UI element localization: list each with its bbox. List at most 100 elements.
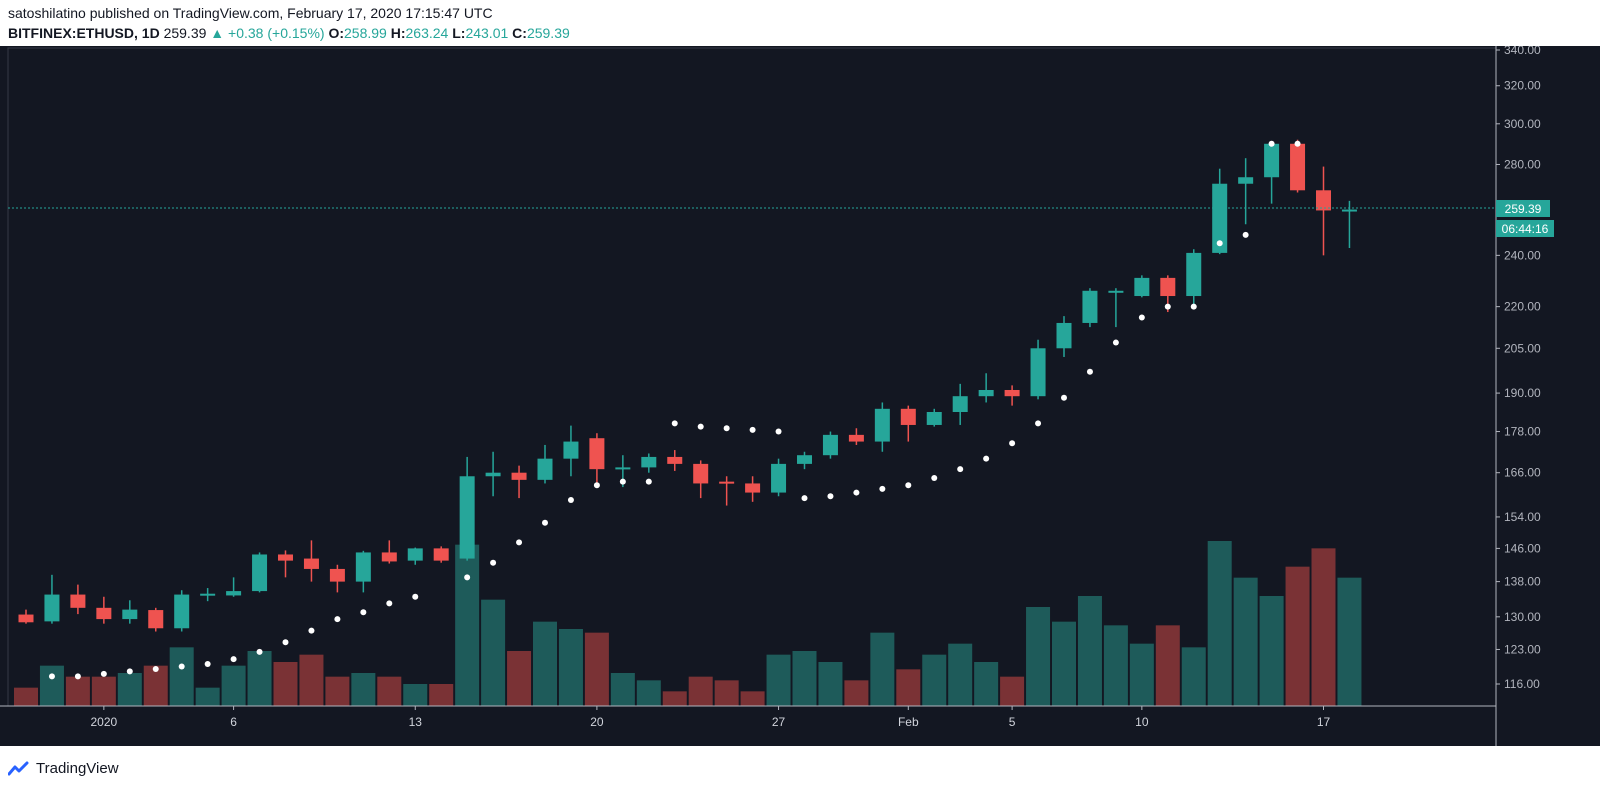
sar-dot (256, 648, 263, 655)
candle-body (1316, 190, 1331, 211)
volume-bar (662, 691, 687, 706)
countdown: 06:44:16 (1502, 222, 1549, 236)
volume-bar (143, 665, 168, 706)
price-tick-label: 146.00 (1504, 541, 1541, 555)
candle-body (459, 476, 475, 559)
candle-body (1056, 322, 1072, 349)
candle-body (44, 594, 60, 622)
candle-body (1290, 143, 1306, 191)
volume-bar (766, 654, 791, 706)
price-tick-label: 190.00 (1504, 386, 1541, 400)
time-axis[interactable]: 2020 6 13 20 27 Feb 5 10 17 (0, 705, 1496, 729)
volume-bar (558, 629, 583, 706)
candle-body (1004, 389, 1020, 397)
price-tick-label: 240.00 (1504, 248, 1541, 262)
sar-dot (931, 475, 938, 482)
brand-name: TradingView (36, 760, 119, 777)
volume-bar (948, 643, 973, 706)
candle-body (381, 552, 397, 562)
sar-dot (1164, 303, 1171, 310)
low-label: L: (452, 25, 466, 41)
candle-body (537, 458, 553, 480)
candle-body (485, 472, 501, 477)
volume-bar (429, 684, 454, 706)
sar-dot (48, 673, 55, 680)
volume-bar (455, 544, 480, 706)
price-change: +0.38 (+0.15%) (228, 25, 325, 41)
price-tick-label: 220.00 (1504, 300, 1541, 314)
candle-body (122, 609, 138, 620)
candle-body (226, 591, 242, 596)
time-tick-label: 17 (1317, 715, 1331, 729)
volume-bar (740, 691, 765, 706)
price-tick-label: 205.00 (1504, 341, 1541, 355)
volume-bar (351, 673, 376, 706)
volume-bar (1311, 548, 1336, 706)
volume-bar (169, 647, 194, 706)
volume-bar (1285, 566, 1310, 706)
candle-body (771, 463, 787, 493)
low-value: 243.01 (465, 25, 509, 41)
volume-bar (1181, 647, 1206, 706)
volume-bar (91, 676, 116, 706)
volume-bar (195, 687, 220, 706)
symbol-label[interactable]: BITFINEX:ETHUSD, 1D (8, 25, 160, 41)
price-tick-label: 178.00 (1504, 425, 1541, 439)
close-value: 259.39 (526, 25, 570, 41)
publisher-line: satoshilatino published on TradingView.c… (8, 5, 493, 21)
price-tag: 259.39 (1505, 202, 1542, 216)
sar-dot (126, 668, 133, 675)
price-tag-box (1496, 200, 1550, 217)
sar-dot (308, 627, 315, 634)
volume-bar (481, 599, 506, 706)
candle-body (1082, 290, 1098, 323)
sar-dot (1112, 339, 1119, 346)
candle-body (797, 455, 812, 464)
sar-dot (801, 495, 808, 502)
sar-dot (204, 661, 211, 668)
sar-dot (1268, 140, 1275, 147)
sar-dot (957, 466, 964, 473)
volume-bar (403, 684, 428, 706)
volume-bar (1052, 621, 1076, 706)
volume-bar (1207, 541, 1232, 706)
price-tick-label: 340.00 (1504, 46, 1541, 57)
price-tick-label: 154.00 (1504, 510, 1541, 524)
candle-body (1108, 290, 1124, 293)
volume-bar (533, 621, 557, 706)
volume-bar (610, 673, 635, 706)
time-tick-label: 2020 (90, 715, 117, 729)
sar-dot (282, 639, 289, 646)
sar-dot (152, 665, 159, 672)
open-value: 258.99 (344, 25, 387, 41)
sar-dot (386, 600, 393, 607)
volume-bar (39, 665, 64, 706)
candle-body (200, 593, 216, 596)
sar-dot (74, 673, 81, 680)
volume-bar (1000, 676, 1025, 706)
sar-dot (542, 519, 548, 526)
price-axis[interactable]: 116.00 123.00 130.00 138.00 146.00 154.00 166.… (1495, 46, 1541, 746)
candle-body (1186, 252, 1202, 297)
volume-bar (844, 680, 869, 706)
candle-body (1160, 277, 1176, 297)
volume-bar (922, 654, 947, 706)
candle-body (1238, 177, 1254, 184)
time-tick-label: 20 (590, 715, 604, 729)
time-tick-label: 5 (1009, 715, 1016, 729)
volume-bar (507, 651, 532, 706)
symbol-legend: BITFINEX:ETHUSD, 1D 259.39 ▲ +0.38 (+0.1… (8, 25, 570, 41)
volume-bar (818, 662, 843, 706)
candle-body (355, 552, 371, 582)
price-tick-label: 320.00 (1504, 79, 1541, 93)
open-label: O: (328, 25, 345, 41)
price-tick-label: 116.00 (1504, 677, 1540, 691)
price-chart[interactable]: 116.00 123.00 130.00 138.00 146.00 154.00 166.… (0, 46, 1600, 746)
volume-bar (636, 680, 661, 706)
time-tick-label: 6 (230, 715, 237, 729)
candle-body (563, 441, 579, 459)
brand-footer[interactable]: TradingView (8, 760, 119, 777)
sar-dot (1009, 440, 1016, 447)
tradingview-logo-icon (8, 761, 29, 775)
high-value: 263.24 (405, 25, 449, 41)
